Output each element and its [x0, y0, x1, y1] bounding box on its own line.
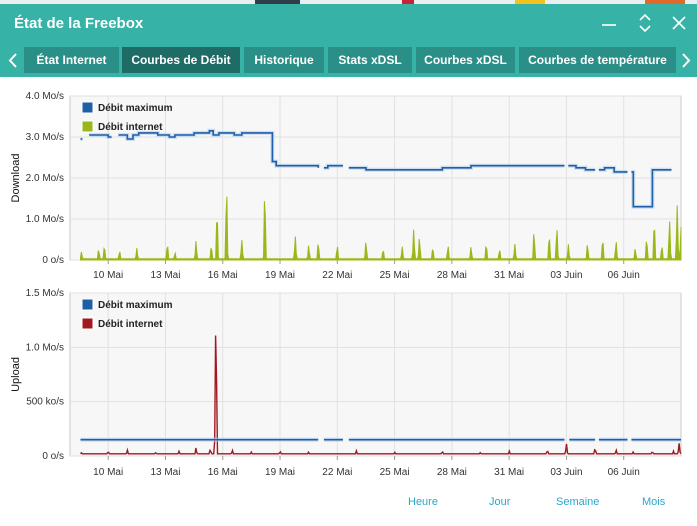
y-tick-label: 1.0 Mo/s: [26, 214, 64, 225]
window-title: État de la Freebox: [14, 15, 144, 32]
chevron-right-icon: [682, 53, 691, 68]
max-throughput-line: [118, 130, 319, 168]
range-hour-button[interactable]: Heure: [408, 496, 438, 508]
legend-max-swatch: [81, 101, 94, 114]
tab-courbes-de-debit[interactable]: Courbes de Débit: [122, 47, 240, 73]
tab-courbes-xdsl[interactable]: Courbes xDSL: [416, 47, 515, 73]
x-tick-label: 28 Mai: [437, 270, 467, 281]
freebox-status-window: État de la Freebox État Internet Co: [0, 4, 697, 526]
download-chart: 0 o/s 1.0 Mo/s 2.0 Mo/s 3.0 Mo/s 4.0 Mo/s 10 …: [0, 88, 697, 284]
max-throughput-line: [631, 169, 672, 208]
x-tick-label: 31 Mai: [494, 467, 524, 478]
legend-max-swatch: [81, 298, 94, 311]
x-tick-label: 16 Mai: [208, 467, 238, 478]
close-icon: [672, 16, 686, 30]
range-day-button[interactable]: Jour: [489, 496, 511, 508]
x-tick-label: 03 Juin: [550, 467, 582, 478]
upload-chart: 0 o/s 500 ko/s 1.0 Mo/s 1.5 Mo/s 10 Mai 13 Ma…: [0, 286, 697, 480]
title-bar[interactable]: État de la Freebox: [0, 4, 697, 44]
y-tick-label: 0 o/s: [42, 451, 64, 462]
internet-throughput-line: [79, 335, 682, 455]
x-tick-label: 13 Mai: [150, 467, 180, 478]
x-tick-label: 25 Mai: [380, 270, 410, 281]
x-tick-label: 03 Juin: [550, 270, 582, 281]
x-tick-label: 19 Mai: [265, 467, 295, 478]
max-throughput-line: [568, 164, 596, 171]
tab-etat-internet[interactable]: État Internet: [24, 47, 119, 73]
x-tick-label: 31 Mai: [494, 270, 524, 281]
minimize-button[interactable]: [598, 12, 620, 34]
upload-axis-title: Upload: [10, 357, 22, 392]
x-tick-label: 10 Mai: [93, 270, 123, 281]
legend-internet-label: Débit internet: [98, 122, 163, 133]
chevron-left-icon: [8, 53, 17, 68]
range-month-button[interactable]: Mois: [642, 496, 666, 508]
x-tick-label: 06 Juin: [608, 270, 640, 281]
y-tick-label: 1.5 Mo/s: [26, 288, 64, 299]
restore-button[interactable]: [634, 12, 656, 34]
plot-area: [69, 292, 682, 457]
tabs-prev-button[interactable]: [2, 44, 24, 77]
x-tick-label: 22 Mai: [322, 467, 352, 478]
x-tick-label: 13 Mai: [150, 270, 180, 281]
legend-internet-label: Débit internet: [98, 319, 163, 330]
internet-throughput-area: [80, 196, 682, 261]
x-tick-label: 25 Mai: [380, 467, 410, 478]
x-tick-label: 28 Mai: [437, 467, 467, 478]
y-tick-label: 4.0 Mo/s: [26, 91, 64, 102]
tabs-next-button[interactable]: [675, 44, 697, 77]
tab-bar: État Internet Courbes de Débit Historiqu…: [0, 44, 697, 77]
max-throughput-line: [89, 134, 112, 138]
y-tick-label: 1.0 Mo/s: [26, 342, 64, 353]
tab-stats-xdsl[interactable]: Stats xDSL: [328, 47, 412, 73]
tab-courbes-de-temperature[interactable]: Courbes de température: [519, 47, 676, 73]
download-axis-title: Download: [10, 154, 22, 203]
y-tick-label: 3.0 Mo/s: [26, 132, 64, 143]
tab-historique[interactable]: Historique: [244, 47, 324, 73]
y-tick-label: 2.0 Mo/s: [26, 173, 64, 184]
x-tick-label: 22 Mai: [322, 270, 352, 281]
max-throughput-line: [348, 164, 565, 171]
minimize-icon: [602, 24, 616, 26]
legend-max-label: Débit maximum: [98, 300, 173, 311]
legend-internet-swatch: [81, 317, 94, 330]
max-throughput-line: [598, 167, 628, 173]
legend-internet-swatch: [81, 120, 94, 133]
legend-max-label: Débit maximum: [98, 103, 173, 114]
close-button[interactable]: [668, 12, 690, 34]
x-tick-label: 10 Mai: [93, 467, 123, 478]
range-week-button[interactable]: Semaine: [556, 496, 600, 508]
max-throughput-line: [323, 164, 343, 169]
expand-icon: [639, 13, 651, 33]
x-tick-label: 19 Mai: [265, 270, 295, 281]
y-tick-label: 500 ko/s: [26, 397, 64, 408]
y-tick-label: 0 o/s: [42, 255, 64, 266]
x-tick-label: 06 Juin: [608, 467, 640, 478]
x-tick-label: 16 Mai: [208, 270, 238, 281]
desktop-background-strip: [0, 0, 697, 4]
